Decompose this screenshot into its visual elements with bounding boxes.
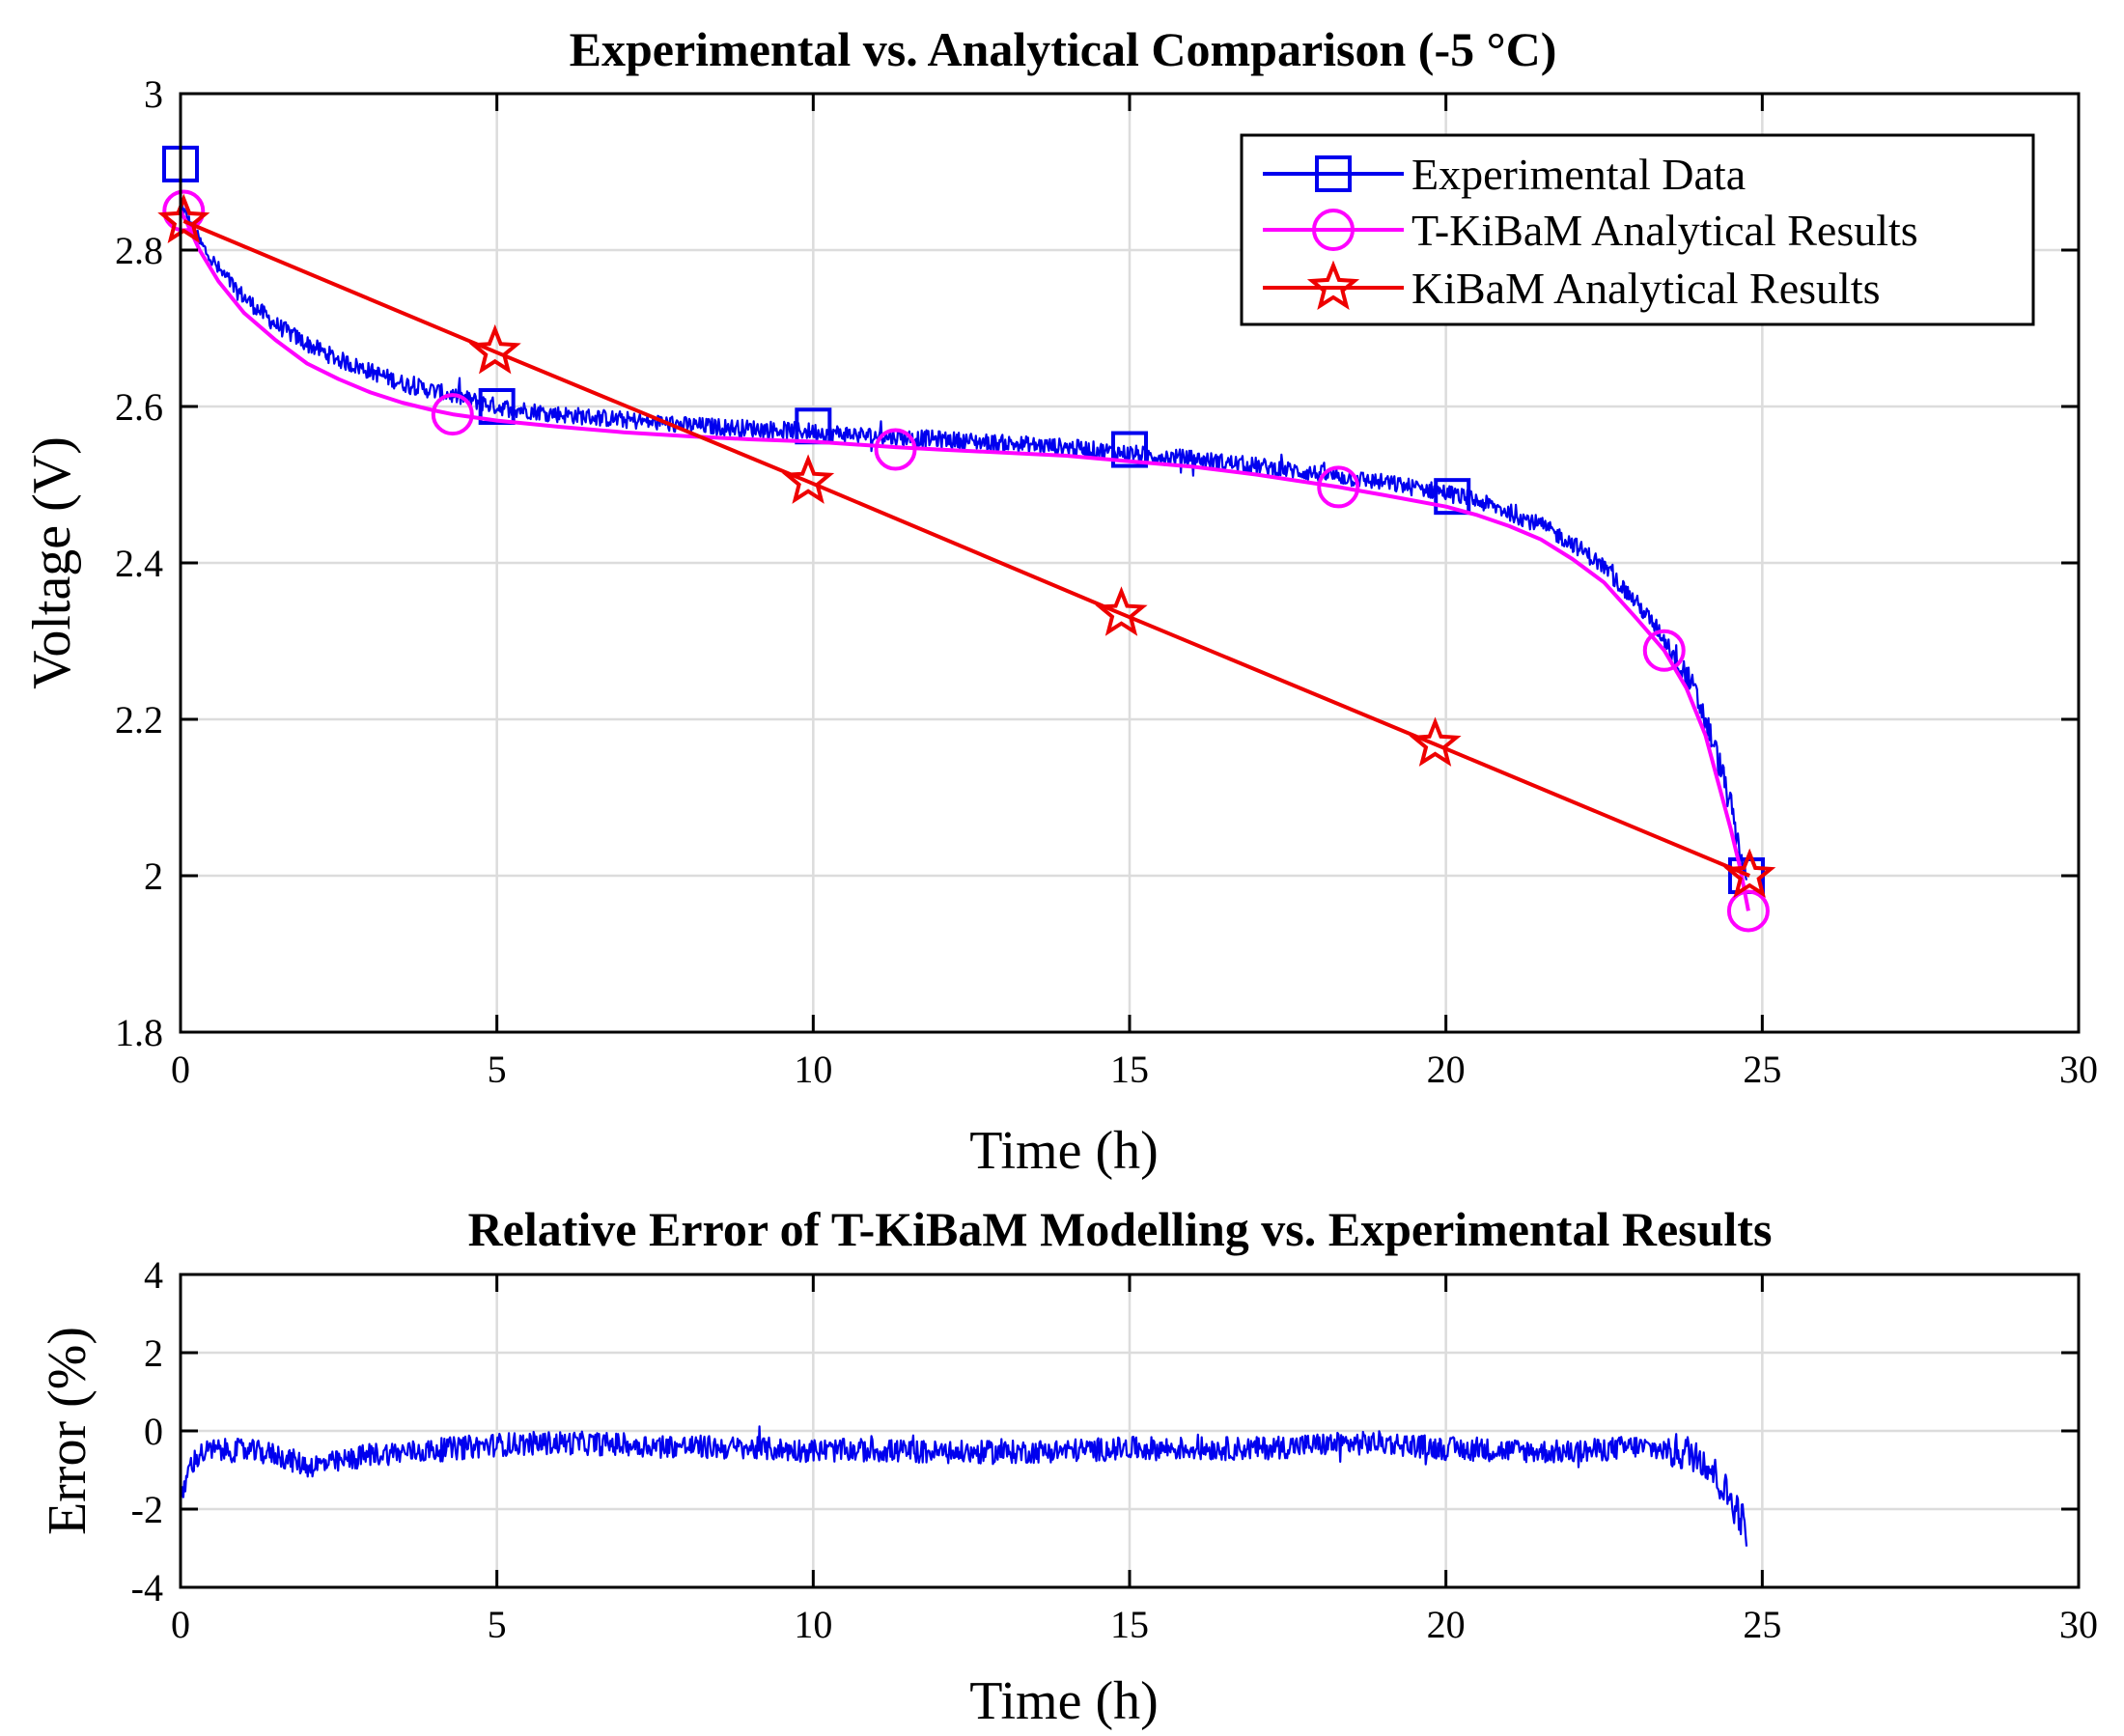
error-plot-panel: Relative Error of T-KiBaM Modelling vs. … <box>38 1202 2098 1731</box>
voltage-plot-y-tick-label: 3 <box>144 72 163 116</box>
error-plot-y-tick-label: -4 <box>131 1566 163 1610</box>
error-plot-ticks: 0 5 10 15 20 25 30 -4 -2 0 2 4 <box>131 1253 2098 1646</box>
voltage-plot-x-tick-label: 0 <box>171 1048 190 1091</box>
voltage-plot-marker-star <box>1095 586 1148 636</box>
legend-square-marker <box>1315 155 1352 192</box>
voltage-plot-marker-star <box>468 323 521 375</box>
voltage-plot-marker-circle <box>1726 889 1770 933</box>
voltage-plot-marker-square <box>1434 478 1471 516</box>
voltage-plot-series-experimental-data <box>179 200 1748 881</box>
error-plot-xlabel: Time (h) <box>969 1671 1159 1731</box>
error-plot-x-tick-label: 20 <box>1427 1603 1466 1646</box>
error-plot-y-tick-label: 2 <box>144 1331 163 1375</box>
voltage-plot-x-tick-label: 10 <box>794 1048 832 1091</box>
legend-label-tkibam: T-KiBaM Analytical Results <box>1411 206 1918 255</box>
error-plot-y-tick-label: 0 <box>144 1410 163 1453</box>
voltage-plot-xlabel: Time (h) <box>969 1121 1159 1181</box>
legend-entry-tkibam: T-KiBaM Analytical Results <box>1263 206 1918 255</box>
voltage-plot-series-t-kibam-analytical-results <box>179 210 1750 911</box>
voltage-plot-x-tick-label: 5 <box>488 1048 507 1091</box>
voltage-plot-series-kibam-analytical-results <box>182 219 1750 878</box>
voltage-plot-marker-circle <box>1317 465 1360 509</box>
voltage-plot-marker-circle <box>431 393 474 436</box>
error-plot-x-tick-label: 10 <box>794 1603 832 1646</box>
error-plot-y-tick-label: -2 <box>131 1488 163 1531</box>
voltage-plot-y-tick-label: 1.8 <box>115 1011 163 1054</box>
legend-entry-experimental: Experimental Data <box>1263 150 1746 199</box>
voltage-plot-ticks: 0 5 10 15 20 25 30 1.8 2 2.2 2.4 2.6 2.8 3 <box>115 72 2098 1091</box>
legend-entry-kibam: KiBaM Analytical Results <box>1263 260 1881 313</box>
error-plot-x-tick-label: 5 <box>488 1603 507 1646</box>
voltage-plot-marker-circle <box>1642 629 1686 672</box>
error-plot-y-tick-label: 4 <box>144 1253 163 1297</box>
legend-circle-marker <box>1312 209 1355 251</box>
error-plot-series-relative-error <box>179 1425 1748 1547</box>
legend: Experimental Data T-KiBaM Analytical Res… <box>1240 133 2035 326</box>
error-plot-x-tick-label: 0 <box>171 1603 190 1646</box>
voltage-plot-x-tick-label: 15 <box>1110 1048 1149 1091</box>
voltage-plot-marker-circle <box>874 428 917 471</box>
voltage-plot-marker-star <box>782 454 835 504</box>
voltage-plot-x-tick-label: 30 <box>2059 1048 2098 1091</box>
legend-label-kibam: KiBaM Analytical Results <box>1411 264 1881 313</box>
voltage-plot-y-tick-label: 2.6 <box>115 385 163 429</box>
voltage-plot-ylabel: Voltage (V) <box>22 436 82 689</box>
voltage-plot-marker-square <box>478 388 516 425</box>
legend-label-experimental: Experimental Data <box>1411 150 1746 199</box>
error-plot-series <box>179 1425 1748 1547</box>
voltage-plot-marker-star <box>1409 716 1462 767</box>
voltage-plot-y-tick-label: 2.8 <box>115 229 163 272</box>
voltage-plot-marker-star <box>1723 848 1776 899</box>
voltage-plot-marker-square <box>1111 431 1148 468</box>
error-plot-ylabel: Error (%) <box>38 1327 98 1535</box>
voltage-plot-y-tick-label: 2 <box>144 854 163 898</box>
voltage-plot-title: Experimental vs. Analytical Comparison (… <box>570 22 1557 76</box>
error-plot-x-tick-label: 25 <box>1743 1603 1781 1646</box>
voltage-plot-y-tick-label: 2.4 <box>115 542 163 585</box>
voltage-plot-y-tick-label: 2.2 <box>115 698 163 742</box>
legend-star-marker <box>1306 260 1360 311</box>
voltage-plot-marker-star <box>157 193 210 244</box>
voltage-plot-x-tick-label: 20 <box>1427 1048 1466 1091</box>
voltage-plot-x-tick-label: 25 <box>1743 1048 1781 1091</box>
voltage-plot-series <box>157 145 1776 933</box>
error-plot-x-tick-label: 15 <box>1110 1603 1149 1646</box>
error-plot-title: Relative Error of T-KiBaM Modelling vs. … <box>468 1202 1773 1256</box>
voltage-plot-panel: Experimental vs. Analytical Comparison (… <box>22 22 2098 1181</box>
error-plot-x-tick-label: 30 <box>2059 1603 2098 1646</box>
